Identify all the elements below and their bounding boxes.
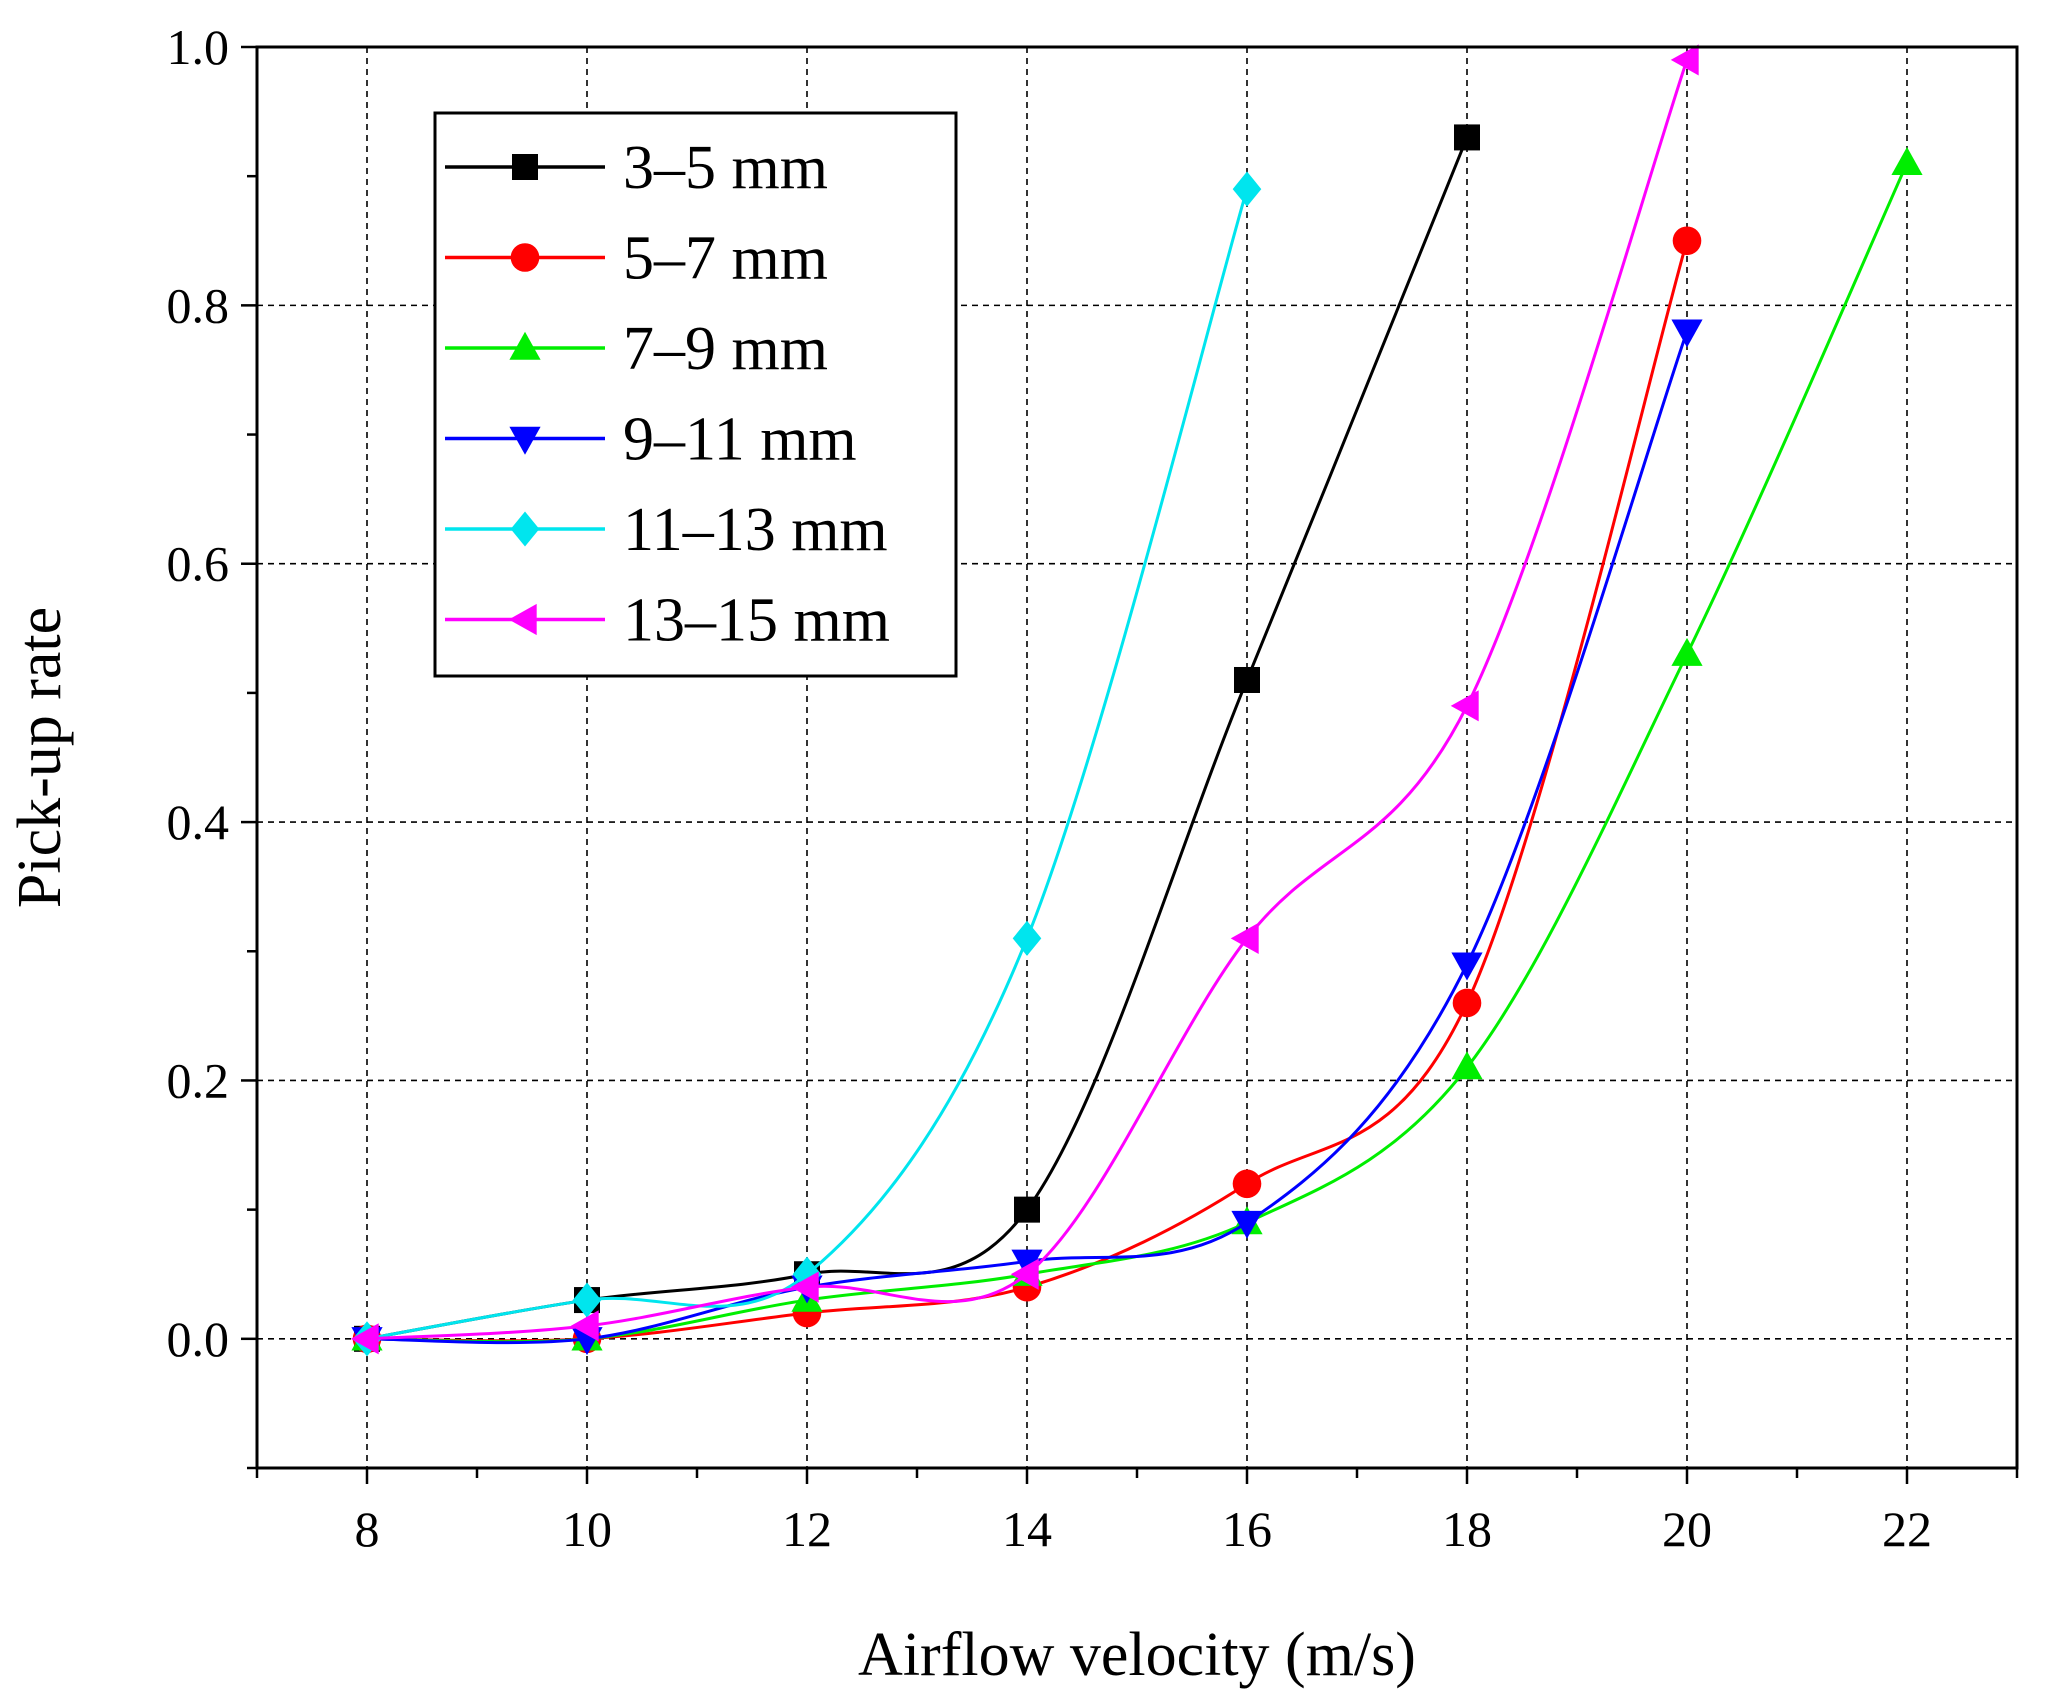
x-tick-label: 16 [1222, 1501, 1272, 1557]
series-6 [350, 44, 1699, 1355]
data-point [570, 1310, 599, 1342]
data-point [1232, 171, 1262, 207]
series-line [366, 59, 1689, 1341]
data-point [1232, 1169, 1262, 1199]
legend-marker [508, 603, 537, 636]
data-point [572, 1282, 602, 1318]
x-tick-label: 12 [782, 1501, 832, 1557]
legend-label: 9–11 mm [623, 406, 857, 474]
y-tick-label: 0.6 [167, 536, 230, 592]
axis-ticks: 8 10 12 14 16 18 20 22 0.0 0.2 0.4 0.6 0.8 1.0 [167, 19, 2019, 1557]
x-tick-label: 20 [1662, 1501, 1712, 1557]
data-point [1010, 1258, 1039, 1290]
data-point [1231, 1210, 1263, 1239]
data-point [1452, 988, 1482, 1018]
data-point [1450, 690, 1479, 722]
y-tick-label: 0.8 [167, 277, 230, 333]
series-line [366, 188, 1249, 1341]
data-point [1891, 147, 1923, 175]
legend-label: 5–7 mm [623, 225, 828, 293]
legend-item: 5–7 mm [445, 225, 828, 293]
y-tick-label: 0.0 [167, 1311, 230, 1367]
y-tick-label: 0.2 [167, 1052, 230, 1108]
legend-item: 3–5 mm [445, 134, 828, 202]
data-point [350, 1323, 379, 1355]
legend-label: 11–13 mm [623, 496, 888, 564]
data-point [790, 1271, 819, 1303]
data-point [1014, 1196, 1040, 1223]
legend-marker [510, 511, 540, 547]
legend-label: 7–9 mm [623, 315, 828, 383]
data-point [1012, 920, 1042, 956]
legend-marker [512, 154, 538, 180]
legend-item: 11–13 mm [445, 496, 888, 564]
legend-marker [509, 331, 541, 360]
data-point [1454, 124, 1480, 151]
legend-item: 13–15 mm [445, 587, 890, 655]
legend-marker [510, 243, 540, 272]
data-point [1451, 952, 1483, 981]
data-point [1671, 319, 1703, 348]
x-tick-label: 8 [355, 1501, 380, 1557]
series-layer [350, 44, 1923, 1357]
data-point [1670, 44, 1699, 76]
y-tick-label: 0.4 [167, 794, 230, 850]
data-point [1234, 666, 1260, 693]
legend-item: 9–11 mm [445, 406, 857, 474]
legend-box [433, 111, 958, 678]
x-tick-label: 10 [562, 1501, 612, 1557]
x-tick-label: 18 [1442, 1501, 1492, 1557]
data-point [1451, 1051, 1483, 1080]
data-point [1011, 1249, 1043, 1278]
y-axis-title: Pick-up rate [6, 607, 74, 908]
series-line [366, 330, 1689, 1345]
y-tick-label: 1.0 [167, 19, 230, 75]
data-point [1671, 637, 1703, 666]
data-point [1672, 226, 1702, 256]
legend-marker [509, 426, 541, 455]
x-tick-label: 22 [1882, 1501, 1932, 1557]
data-point [1230, 922, 1259, 954]
legend: 3–5 mm 5–7 mm 7–9 mm 9–11 mm 11–13 mm 13–15 m… [433, 111, 958, 678]
x-tick-label: 14 [1002, 1501, 1052, 1557]
x-axis-title: Airflow velocity (m/s) [858, 1621, 1416, 1689]
legend-item: 7–9 mm [445, 315, 828, 383]
legend-label: 13–15 mm [623, 587, 890, 655]
legend-label: 3–5 mm [623, 134, 828, 202]
